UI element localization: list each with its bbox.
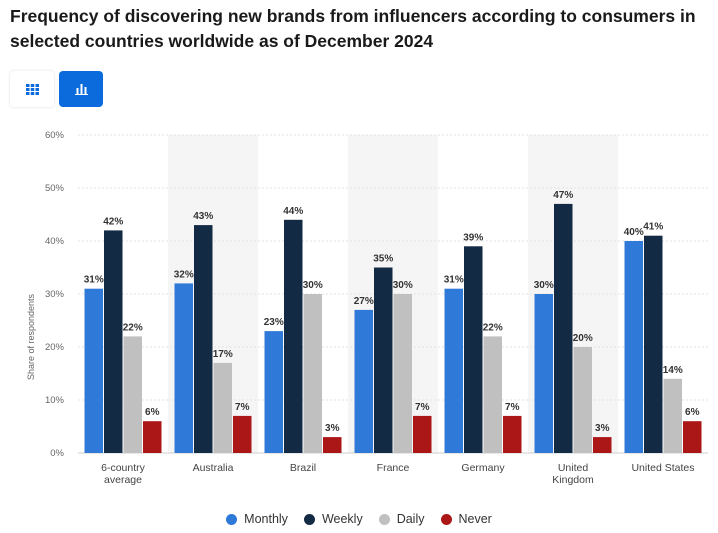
bar-daily[interactable] [663, 378, 683, 453]
legend-item-daily[interactable]: Daily [378, 512, 425, 526]
y-tick-label: 0% [50, 448, 64, 459]
data-label: 22% [483, 322, 503, 333]
bar-daily[interactable] [123, 336, 143, 453]
y-tick-label: 40% [45, 236, 65, 247]
bars [84, 203, 702, 454]
bar-daily[interactable] [483, 336, 503, 453]
data-label: 6% [685, 407, 700, 418]
y-tick-label: 60% [45, 130, 65, 141]
data-label: 7% [235, 402, 250, 413]
x-tick-label: United States [631, 462, 694, 474]
x-tick-label: United [558, 462, 589, 474]
bar-daily[interactable] [303, 294, 323, 453]
data-label: 7% [415, 402, 430, 413]
bar-weekly[interactable] [554, 203, 573, 453]
bar-monthly[interactable] [444, 288, 464, 453]
y-tick-label: 20% [45, 342, 65, 353]
bar-weekly[interactable] [464, 246, 483, 453]
data-label: 30% [393, 280, 413, 291]
data-label: 20% [573, 333, 593, 344]
bar-never[interactable] [233, 415, 252, 453]
y-axis-label: Share of respondents [26, 293, 36, 380]
x-tick-label: 6-country [101, 462, 146, 474]
data-label: 3% [325, 423, 340, 434]
legend-swatch [226, 513, 238, 525]
bar-weekly[interactable] [374, 267, 393, 454]
legend-swatch [303, 513, 315, 525]
chart-view-button[interactable] [59, 71, 103, 107]
bar-monthly[interactable] [624, 241, 644, 453]
legend-label: Daily [396, 512, 425, 526]
bar-monthly[interactable] [174, 283, 194, 453]
legend-item-weekly[interactable]: Weekly [303, 512, 363, 526]
data-label: 30% [303, 280, 323, 291]
data-label: 23% [264, 317, 284, 328]
data-label: 39% [463, 232, 483, 243]
legend-item-monthly[interactable]: Monthly [226, 512, 288, 526]
data-label: 43% [193, 211, 213, 222]
data-label: 40% [624, 227, 644, 238]
bar-never[interactable] [683, 421, 702, 453]
chart-title: Frequency of discovering new brands from… [10, 6, 696, 51]
legend-swatch [378, 513, 390, 525]
bar-weekly[interactable] [104, 230, 123, 453]
x-tick-label: Kingdom [552, 474, 594, 486]
data-label: 44% [283, 206, 303, 217]
data-label: 27% [354, 296, 374, 307]
data-label: 41% [643, 222, 663, 233]
legend: Monthly Weekly Daily Never [0, 512, 718, 526]
data-label: 42% [103, 216, 123, 227]
table-view-button[interactable] [10, 71, 54, 107]
bar-never[interactable] [503, 415, 522, 453]
table-grid-icon [25, 83, 39, 95]
data-label: 32% [174, 269, 194, 280]
x-tick-label: average [104, 474, 142, 486]
bar-monthly[interactable] [354, 309, 374, 453]
data-label: 47% [553, 190, 573, 201]
data-label: 31% [444, 275, 464, 286]
bar-monthly[interactable] [534, 294, 554, 453]
bar-never[interactable] [593, 437, 612, 453]
data-label: 30% [534, 280, 554, 291]
bar-never[interactable] [143, 421, 162, 453]
data-label: 22% [123, 322, 143, 333]
legend-label: Weekly [321, 512, 363, 526]
data-label: 31% [84, 275, 104, 286]
legend-label: Monthly [244, 512, 288, 526]
bar-weekly[interactable] [194, 225, 213, 453]
x-tick-label: Brazil [290, 462, 316, 474]
bar-never[interactable] [323, 437, 342, 453]
y-tick-label: 10% [45, 395, 65, 406]
legend-swatch [440, 513, 452, 525]
x-tick-label: France [377, 462, 410, 474]
bar-weekly[interactable] [284, 219, 303, 453]
data-label: 17% [213, 349, 233, 360]
data-label: 7% [505, 402, 520, 413]
x-tick-label: Australia [193, 462, 234, 474]
bar-daily[interactable] [393, 294, 413, 453]
data-label: 35% [373, 254, 393, 265]
bar-chart: 0% 10% 20% 30% 40% 50% 60% 31% 42% 22% 6% 32% 43% 17… [26, 130, 708, 486]
data-labels: 31% 42% 22% 6% 32% 43% 17% 7% 23% 44% 30% 3% 27% 35% 3… [84, 190, 700, 434]
bar-daily[interactable] [573, 347, 593, 453]
x-tick-label: Germany [461, 462, 505, 474]
data-label: 14% [663, 365, 683, 376]
y-tick-label: 50% [45, 183, 65, 194]
bar-daily[interactable] [213, 362, 233, 453]
bar-never[interactable] [413, 415, 432, 453]
legend-item-never[interactable]: Never [440, 512, 492, 526]
y-tick-label: 30% [45, 289, 65, 300]
bar-monthly[interactable] [264, 331, 284, 453]
bar-monthly[interactable] [84, 288, 104, 453]
data-label: 6% [145, 407, 160, 418]
legend-label: Never [458, 512, 492, 526]
bar-chart-icon [74, 84, 88, 95]
bar-weekly[interactable] [644, 235, 663, 453]
data-label: 3% [595, 423, 610, 434]
